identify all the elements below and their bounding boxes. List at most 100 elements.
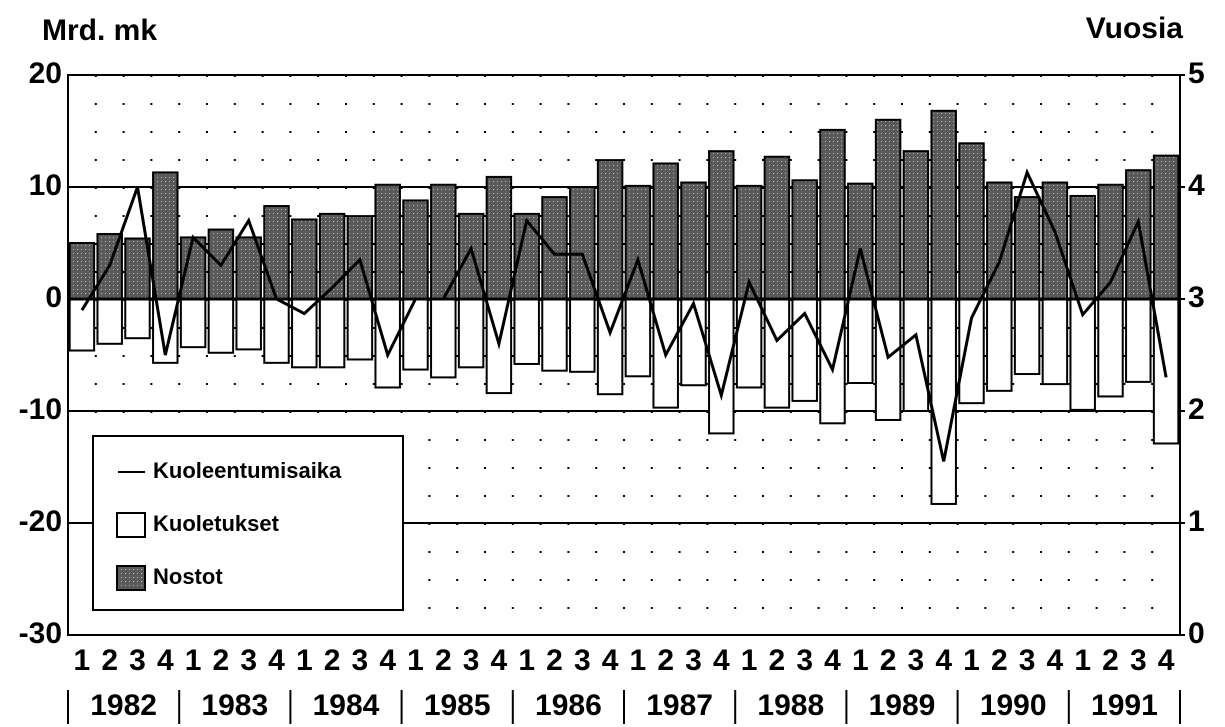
year-label: 1990 [980,689,1047,722]
bar [96,298,123,345]
bar [541,298,568,372]
bar [346,298,374,361]
bar [902,298,930,412]
year-label: 1989 [869,689,936,722]
bar [708,150,735,300]
bar [68,242,96,300]
x-tick-label: 1 [296,644,313,677]
bar [318,298,346,369]
year-label: 1982 [90,689,157,722]
bar [1069,194,1096,301]
bar [1097,298,1124,398]
bar [402,199,429,300]
x-tick-label: 3 [1019,644,1036,677]
x-tick-label: 2 [769,644,786,677]
bar [1013,196,1041,300]
year-label: 1987 [646,689,713,722]
y-tick-label: 10 [29,169,62,202]
x-tick-label: 4 [713,644,730,677]
year-label: 1991 [1091,689,1158,722]
x-tick-label: 4 [602,644,619,677]
bar [374,298,401,389]
year-label: 1984 [313,689,380,722]
bar [430,298,457,379]
line [80,168,1168,462]
bar [1041,298,1069,386]
x-tick-label: 4 [1047,644,1064,677]
x-tick-label: 4 [491,644,508,677]
x-tick-label: 3 [574,644,591,677]
x-tick-label: 4 [935,644,952,677]
bar [930,109,957,300]
legend-label: Kuoleentumisaika [153,458,342,483]
bar [680,181,707,301]
year-label: 1985 [424,689,491,722]
x-tick-label: 2 [991,644,1008,677]
y2-tick-label: 0 [1188,617,1205,650]
x-tick-label: 1 [1074,644,1091,677]
y2-axis-label: Vuosia [1086,12,1184,45]
bar [596,159,624,300]
x-tick-label: 3 [352,644,369,677]
x-tick-label: 1 [407,644,424,677]
bar [763,155,791,300]
x-tick-label: 3 [908,644,925,677]
x-tick-label: 1 [741,644,758,677]
x-tick-label: 2 [101,644,118,677]
bar [485,175,513,300]
legend-label: Kuoletukset [153,511,280,536]
bar [1041,181,1069,301]
x-tick-label: 2 [657,644,674,677]
bar [958,142,985,300]
year-label: 1983 [201,689,268,722]
bar [874,298,902,421]
y2-tick-label: 3 [1188,281,1205,314]
bar [930,298,957,505]
bar [207,298,235,354]
y-tick-label: -30 [19,617,62,650]
y-tick-label: -20 [19,505,62,538]
y2-tick-label: 1 [1188,505,1205,538]
legend-swatch [116,565,146,591]
x-tick-label: 2 [435,644,452,677]
bar [986,298,1013,392]
x-tick-label: 1 [74,644,91,677]
bar [819,128,846,300]
bar [1125,169,1152,300]
legend-label: Nostot [153,564,223,589]
x-tick-label: 4 [824,644,841,677]
x-tick-label: 3 [796,644,813,677]
x-tick-label: 3 [685,644,702,677]
bar [263,205,290,300]
bar [457,212,485,301]
x-tick-label: 1 [852,644,869,677]
x-tick-label: 4 [1158,644,1175,677]
x-tick-label: 3 [463,644,480,677]
bar [847,298,874,384]
x-tick-label: 4 [157,644,174,677]
legend-swatch [116,512,146,538]
bar [513,298,540,365]
bar [680,298,707,387]
x-tick-label: 1 [630,644,647,677]
y-axis-label: Mrd. mk [42,14,157,47]
bar [902,150,930,300]
x-tick-label: 4 [379,644,396,677]
bar [652,162,679,300]
bar [402,298,429,371]
y2-tick-label: 4 [1188,169,1205,202]
bar [958,298,985,405]
x-tick-label: 2 [1102,644,1119,677]
x-tick-label: 1 [518,644,535,677]
bar [819,298,846,425]
bar [179,298,207,349]
bar [624,298,652,378]
bar [763,298,791,409]
y2-tick-label: 2 [1188,393,1205,426]
x-tick-label: 4 [268,644,285,677]
bar [791,179,818,300]
x-tick-label: 2 [880,644,897,677]
x-tick-label: 3 [240,644,257,677]
x-tick-label: 2 [324,644,341,677]
